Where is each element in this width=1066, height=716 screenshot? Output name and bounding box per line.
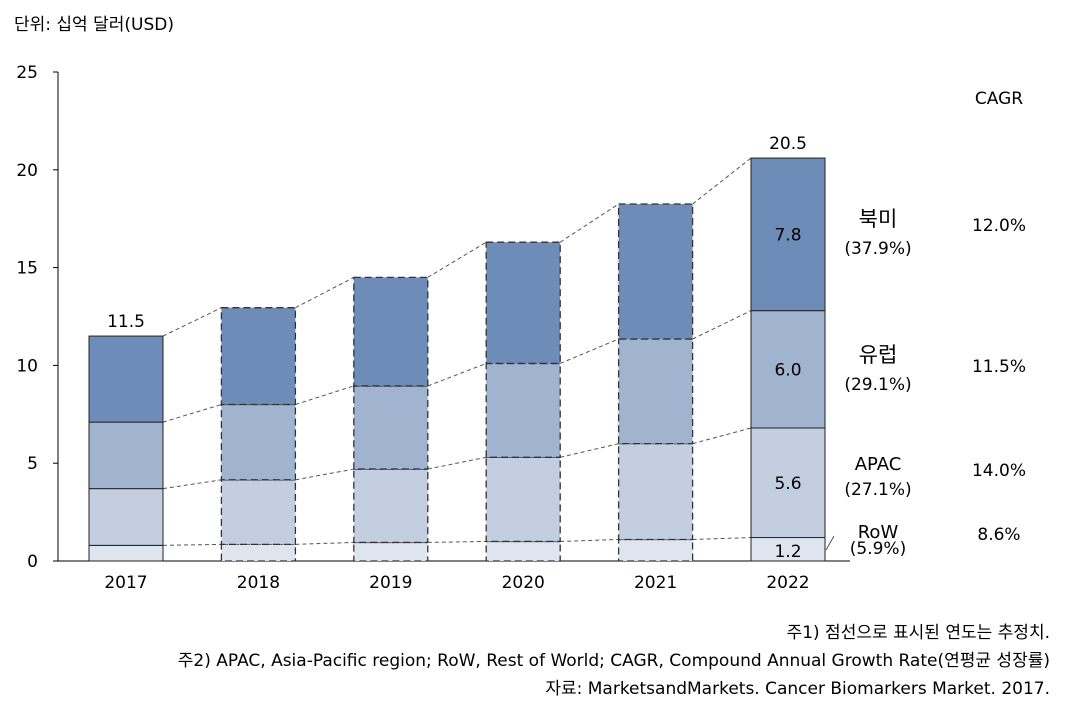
- bar-segment: [353, 276, 429, 387]
- connector-line: [162, 543, 222, 546]
- connector-line: [560, 338, 619, 364]
- stacked-bar-chart: 0 5 10 15 20 25 2017 2018 2019 2020 2021 2022 11.5 20…: [16, 63, 1026, 593]
- legend-region-share: (29.1%): [844, 375, 911, 395]
- bar-segment: [617, 203, 694, 340]
- cagr-header: CAGR: [975, 89, 1023, 109]
- connector-line: [692, 537, 752, 540]
- bar-segment: [485, 540, 561, 562]
- bar-segment: [220, 479, 297, 546]
- segment-value-label: 5.6: [774, 474, 801, 494]
- legend-region-share: (5.9%): [850, 539, 906, 559]
- footnote-2: 주2) APAC, Asia-Pacific region; RoW, Rest…: [177, 651, 1050, 671]
- legend-region-name: 북미: [859, 207, 898, 231]
- connector-line: [295, 468, 354, 481]
- connector-line: [427, 456, 487, 470]
- connector-line: [295, 276, 355, 309]
- connector-line: [692, 310, 752, 340]
- bar-segment: [353, 541, 429, 562]
- cagr-value: 14.0%: [972, 461, 1026, 481]
- bar-segment: [220, 543, 297, 562]
- bar-segment: [750, 427, 826, 539]
- bar-segment: [485, 456, 561, 543]
- bar-segment: [617, 538, 694, 562]
- row-pointer-line: [825, 535, 835, 551]
- legend-region-name: RoW: [858, 522, 899, 543]
- x-tick-label: 2020: [502, 573, 545, 593]
- y-tick-label: 15: [16, 259, 38, 279]
- connector-line: [559, 203, 619, 243]
- connector-line: [162, 307, 222, 337]
- connector-line: [692, 427, 752, 445]
- unit-label: 단위: 십억 달러(USD): [14, 15, 174, 35]
- y-tick-label: 0: [27, 552, 38, 572]
- legend-region-name: APAC: [855, 454, 902, 475]
- bar-segment: [485, 362, 561, 458]
- connector-line: [295, 541, 354, 545]
- legend-region-share: (37.9%): [844, 239, 911, 259]
- x-tick-label: 2017: [104, 573, 147, 593]
- footnotes: 주1) 점선으로 표시된 연도는 추정치. 주2) APAC, Asia-Pac…: [178, 619, 1050, 703]
- bar-segment: [485, 241, 561, 365]
- bar-segment: [617, 338, 694, 445]
- legend-region-name: 유럽: [859, 343, 898, 367]
- segment-value-label: 1.2: [774, 542, 801, 562]
- bar-segment: [750, 157, 826, 312]
- segment-value-label: 7.8: [774, 225, 801, 245]
- x-tick-label: 2022: [766, 573, 809, 593]
- x-tick-label: 2019: [369, 573, 412, 593]
- total-label: 11.5: [107, 312, 145, 332]
- bar-segment: [617, 442, 694, 541]
- bar-segment: [88, 488, 164, 546]
- x-tick-label: 2018: [237, 573, 280, 593]
- bar-segment: [353, 385, 429, 470]
- cagr-value: 8.6%: [977, 525, 1020, 545]
- legend-region-share: (27.1%): [844, 480, 911, 500]
- cagr-value: 11.5%: [972, 357, 1026, 377]
- bar-segment: [88, 335, 164, 423]
- segment-value-label: 6.0: [774, 360, 801, 380]
- y-tick-label: 10: [16, 356, 38, 376]
- cagr-value: 12.0%: [972, 216, 1026, 236]
- connector-line: [560, 538, 619, 542]
- connector-line: [162, 404, 222, 423]
- y-tick-label: 25: [16, 63, 38, 83]
- connector-line: [427, 540, 487, 543]
- bar-segment: [88, 421, 164, 490]
- bar-segment: [750, 310, 826, 429]
- connector-line: [692, 157, 752, 205]
- connector-line: [427, 241, 487, 278]
- bar-segment: [220, 403, 297, 481]
- total-label: 20.5: [769, 134, 807, 154]
- y-tick-label: 5: [27, 454, 38, 474]
- bar-segment: [220, 307, 297, 406]
- y-tick-label: 20: [16, 161, 38, 181]
- footnote-1: 주1) 점선으로 표시된 연도는 추정치.: [786, 623, 1050, 643]
- x-tick-label: 2021: [634, 573, 677, 593]
- connector-line: [162, 479, 222, 490]
- bar-segment: [353, 468, 429, 544]
- connector-line: [560, 443, 619, 458]
- source-note: 자료: MarketsandMarkets. Cancer Biomarkers…: [545, 679, 1050, 699]
- connector-line: [295, 385, 354, 405]
- connector-line: [427, 362, 487, 387]
- bar-segment: [88, 544, 164, 562]
